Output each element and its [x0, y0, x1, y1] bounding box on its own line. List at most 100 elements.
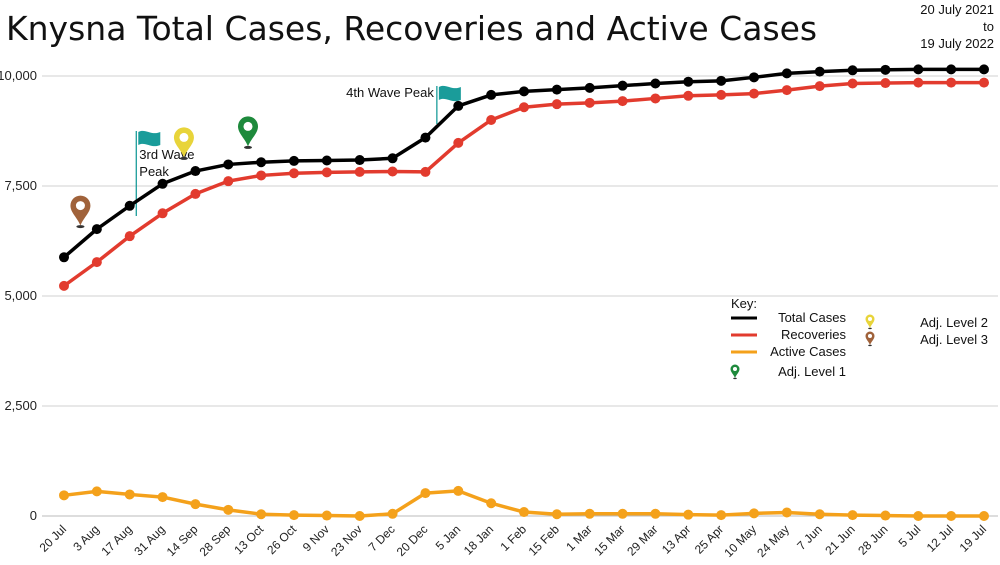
date-range-end: 19 July 2022	[920, 36, 994, 51]
adj-level-3-pin-hole	[75, 201, 85, 211]
recoveries-point	[683, 90, 694, 101]
active-cases-point	[880, 510, 891, 521]
x-tick-label: 17 Aug	[99, 522, 135, 558]
total-cases-point	[223, 159, 234, 170]
legend-adj-level-3-base	[868, 344, 872, 347]
adj-level-1-pin-base	[244, 145, 252, 149]
series-group	[59, 64, 989, 521]
x-tick-label: 26 Oct	[264, 522, 299, 557]
active-cases-point	[979, 511, 989, 521]
legend-adj-level-3-label: Adj. Level 3	[920, 332, 988, 347]
adj-level-3-pin	[70, 195, 91, 229]
active-cases-point	[256, 509, 267, 520]
active-cases-point	[124, 489, 135, 500]
total-cases-point	[847, 65, 858, 76]
legend-adj-level-1-hole	[732, 366, 738, 372]
total-cases-point	[913, 64, 924, 75]
recoveries-line	[62, 80, 984, 288]
active-cases-point	[190, 499, 201, 510]
total-cases-point	[157, 178, 168, 189]
total-cases-point	[650, 78, 661, 89]
x-tick-label: 13 Apr	[659, 522, 693, 556]
active-cases-point	[946, 511, 957, 521]
x-tick-label: 20 Jul	[37, 522, 70, 555]
active-cases-point	[617, 508, 628, 519]
date-range-to: to	[983, 19, 994, 34]
total-cases-point	[420, 132, 431, 143]
legend-adj-level-2-base	[868, 327, 872, 330]
x-tick-label: 5 Jul	[896, 522, 924, 550]
recoveries-point	[650, 93, 661, 104]
recoveries-point	[354, 166, 365, 177]
recoveries-point	[584, 97, 595, 108]
recoveries-point	[289, 168, 299, 179]
fourth-wave-flag-icon	[438, 85, 461, 102]
legend-adj-level-2-icon	[865, 314, 875, 328]
active-cases-point	[91, 486, 102, 497]
y-tick-label: 10,000	[0, 68, 37, 83]
level-markers	[70, 116, 875, 380]
adj-level-2-pin-hole	[179, 132, 189, 142]
recoveries-point	[124, 231, 135, 242]
total-cases-point	[946, 64, 957, 75]
recoveries-point	[256, 170, 267, 181]
legend: Key: Total Cases Recoveries Active Cases Adj…	[731, 296, 988, 379]
active-cases-point	[59, 490, 69, 501]
active-cases-point	[420, 488, 431, 499]
third-wave-flag-icon	[138, 130, 161, 147]
legend-adj-level-1	[730, 364, 740, 380]
x-tick-label: 1 Feb	[498, 522, 530, 554]
x-tick-label: 1 Mar	[563, 522, 595, 554]
total-cases-point	[256, 157, 267, 168]
x-tick-label: 28 Jun	[855, 522, 890, 557]
recoveries-point	[946, 77, 957, 88]
adj-level-3-pin-base	[76, 225, 85, 229]
total-cases-line	[62, 67, 984, 259]
active-cases-point	[486, 498, 497, 509]
total-cases-point	[551, 84, 562, 95]
active-cases-point	[781, 507, 792, 518]
adj-level-2-pin	[173, 127, 194, 160]
active-cases-point	[289, 510, 299, 521]
recoveries-point	[59, 280, 69, 291]
recoveries-point	[749, 88, 759, 99]
total-cases-point	[683, 76, 694, 87]
active-cases-point	[847, 510, 858, 521]
recoveries-point	[420, 166, 431, 177]
recoveries-point	[190, 188, 201, 199]
active-cases-point	[321, 510, 332, 521]
adj-level-2-pin-icon	[173, 127, 194, 158]
x-tick-label: 24 May	[754, 522, 792, 560]
active-cases-point	[354, 511, 365, 521]
y-tick-label: 2,500	[4, 398, 37, 413]
active-cases-point	[716, 510, 727, 521]
active-cases-point	[683, 509, 694, 520]
recoveries-point	[453, 137, 464, 148]
total-cases-point	[979, 64, 989, 75]
total-cases-point	[354, 155, 365, 166]
x-tick-label: 31 Aug	[131, 522, 167, 558]
total-cases-point	[519, 86, 529, 97]
x-tick-label: 19 Jul	[957, 522, 990, 555]
legend-adj-level-1-base	[733, 377, 737, 380]
total-cases-point	[486, 89, 497, 100]
active-cases-point	[584, 508, 595, 519]
third-wave-label: Peak	[139, 164, 169, 179]
adj-level-1-pin-icon	[238, 116, 258, 147]
recoveries-point	[814, 81, 825, 92]
chart-title: Knysna Total Cases, Recoveries and Activ…	[6, 9, 817, 48]
x-tick-label: 12 Jul	[924, 522, 957, 555]
total-cases-point	[289, 155, 299, 166]
total-cases-point	[387, 153, 398, 164]
recoveries-point	[157, 208, 168, 219]
recoveries-point	[519, 102, 529, 113]
recoveries-point	[91, 257, 102, 268]
y-axis: 0 2,500 5,000 7,500 10,000	[0, 68, 37, 523]
total-cases-point	[190, 166, 201, 177]
x-tick-label: 29 Mar	[624, 522, 660, 558]
legend-adj-level-2-hole	[867, 316, 873, 322]
active-cases-point	[223, 504, 234, 515]
